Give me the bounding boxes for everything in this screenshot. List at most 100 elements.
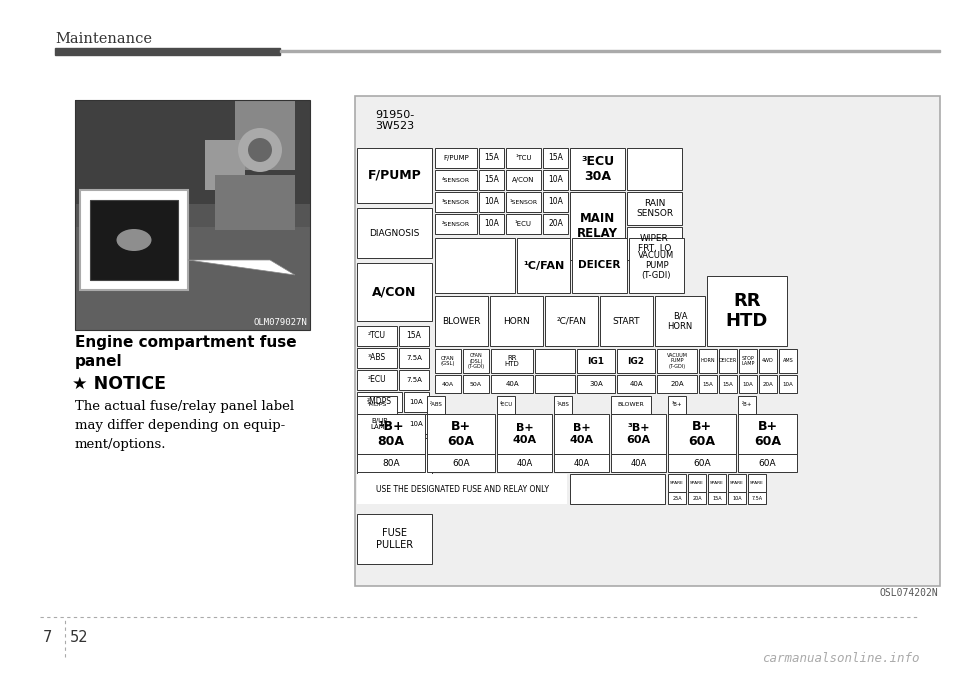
Text: SPARE: SPARE xyxy=(730,481,744,485)
Bar xyxy=(491,375,533,393)
Bar xyxy=(479,192,504,212)
Bar xyxy=(399,326,429,346)
Bar xyxy=(463,375,489,393)
Bar xyxy=(90,200,178,280)
Bar xyxy=(577,349,615,373)
Text: VACUUM
PUMP
(T-GDI): VACUUM PUMP (T-GDI) xyxy=(638,251,675,280)
Bar xyxy=(759,349,777,373)
Bar xyxy=(728,492,746,504)
Bar xyxy=(543,214,568,234)
Text: ¹TCU: ¹TCU xyxy=(516,155,532,161)
Bar xyxy=(506,148,541,168)
Bar xyxy=(600,296,653,346)
Text: carmanualsonline.info: carmanualsonline.info xyxy=(762,652,920,666)
Text: ¹C/FAN: ¹C/FAN xyxy=(523,260,564,271)
Bar xyxy=(357,326,397,346)
Bar xyxy=(435,192,477,212)
Text: ²TCU: ²TCU xyxy=(368,331,386,340)
Text: FUSE
PULLER: FUSE PULLER xyxy=(376,528,413,550)
Text: 91950-
3W523: 91950- 3W523 xyxy=(374,110,414,131)
Bar xyxy=(748,474,766,492)
Bar xyxy=(80,190,188,290)
Bar xyxy=(357,414,402,434)
Text: 40A: 40A xyxy=(573,458,589,468)
Bar xyxy=(535,349,575,373)
Bar xyxy=(728,474,746,492)
Bar xyxy=(357,263,432,321)
Text: SPARE: SPARE xyxy=(710,481,724,485)
Bar xyxy=(506,192,541,212)
Bar xyxy=(688,474,706,492)
Text: 40A: 40A xyxy=(442,382,454,387)
Text: 10A: 10A xyxy=(548,176,563,185)
Bar xyxy=(577,375,615,393)
Text: 20A: 20A xyxy=(548,220,563,229)
Bar xyxy=(357,514,432,564)
Circle shape xyxy=(238,128,282,172)
Bar xyxy=(506,214,541,234)
Bar xyxy=(543,192,568,212)
Bar xyxy=(668,474,686,492)
Bar xyxy=(75,203,310,330)
Text: 30A: 30A xyxy=(589,381,603,387)
Polygon shape xyxy=(188,260,295,275)
Bar xyxy=(708,492,726,504)
Bar xyxy=(490,296,543,346)
Bar xyxy=(627,192,682,225)
Text: 15A: 15A xyxy=(703,382,713,387)
Text: ¹B+
80A: ¹B+ 80A xyxy=(377,420,404,448)
Bar xyxy=(719,349,737,373)
Text: 10A: 10A xyxy=(732,495,742,500)
Text: SPARE: SPARE xyxy=(750,481,764,485)
Text: 4WD: 4WD xyxy=(762,358,774,364)
Text: HORN: HORN xyxy=(503,316,530,325)
Text: MAIN
RELAY: MAIN RELAY xyxy=(577,212,618,240)
Text: B/A
HORN: B/A HORN xyxy=(667,311,692,331)
Text: OLM079027N: OLM079027N xyxy=(253,318,307,327)
Text: ⁴SENSOR: ⁴SENSOR xyxy=(442,178,470,183)
Bar xyxy=(611,396,651,414)
Text: ²B+: ²B+ xyxy=(742,402,753,407)
Text: B+
60A: B+ 60A xyxy=(447,420,474,448)
Bar xyxy=(479,214,504,234)
Text: A/CON: A/CON xyxy=(372,285,417,298)
Text: BLOWER: BLOWER xyxy=(443,316,481,325)
Bar xyxy=(739,375,757,393)
Text: 40A: 40A xyxy=(505,381,518,387)
Bar xyxy=(427,454,495,472)
Text: B+
60A: B+ 60A xyxy=(688,420,715,448)
Text: WIPER
FRT, LO: WIPER FRT, LO xyxy=(637,234,671,253)
Text: F/PUMP: F/PUMP xyxy=(444,155,468,161)
Bar xyxy=(535,375,575,393)
Bar xyxy=(357,370,397,390)
Text: ³B+
60A: ³B+ 60A xyxy=(627,424,651,444)
Text: 10A: 10A xyxy=(548,198,563,207)
Text: 10A: 10A xyxy=(484,220,499,229)
Bar xyxy=(280,50,940,52)
Text: A/CON: A/CON xyxy=(513,177,535,183)
Bar xyxy=(543,148,568,168)
Circle shape xyxy=(248,138,272,162)
Text: 15A: 15A xyxy=(723,382,733,387)
Ellipse shape xyxy=(116,229,152,251)
Bar xyxy=(357,98,432,143)
Text: STOP
LAMP: STOP LAMP xyxy=(741,356,755,367)
Bar xyxy=(357,148,432,203)
Text: CFAN
(GSL): CFAN (GSL) xyxy=(441,356,455,367)
Bar xyxy=(688,492,706,504)
Text: 20A: 20A xyxy=(762,382,774,387)
Text: 10A: 10A xyxy=(410,399,423,405)
Bar xyxy=(668,414,736,454)
Bar xyxy=(497,414,552,454)
Text: F/PUMP: F/PUMP xyxy=(368,169,421,182)
Text: 15A: 15A xyxy=(548,154,563,163)
Bar xyxy=(435,170,477,190)
Text: 7.5A: 7.5A xyxy=(752,495,762,500)
Bar xyxy=(545,296,598,346)
Text: Engine compartment fuse
panel: Engine compartment fuse panel xyxy=(75,335,297,369)
Text: 40A: 40A xyxy=(631,458,647,468)
Text: 40A: 40A xyxy=(629,381,643,387)
Text: ¹ECU: ¹ECU xyxy=(515,221,532,227)
Bar xyxy=(435,238,515,293)
Bar xyxy=(779,349,797,373)
